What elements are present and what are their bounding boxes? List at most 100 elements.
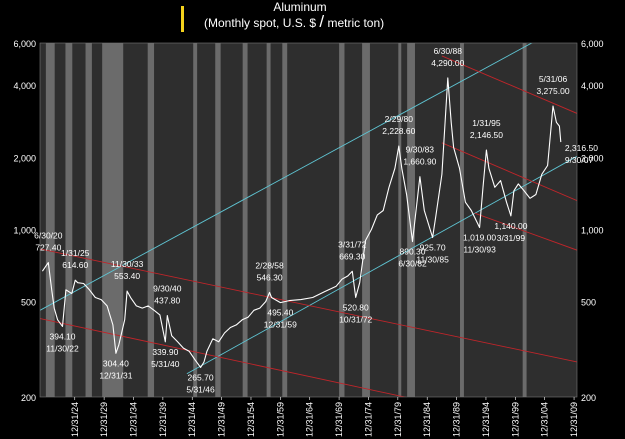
data-label: 669.30 (339, 251, 365, 261)
x-tick-label: 12/31/89 (452, 402, 462, 437)
data-label: 495.40 (267, 308, 293, 318)
recession-band (242, 43, 248, 397)
subtitle-slash: / (319, 12, 325, 31)
data-label: 2,316.50 (565, 143, 598, 153)
trend-line (474, 212, 577, 251)
recession-band (522, 43, 527, 397)
data-label: 2/29/80 (385, 114, 414, 124)
data-label: 546.30 (257, 272, 283, 282)
x-tick-label: 12/31/34 (128, 402, 138, 437)
data-label: 437.80 (154, 295, 180, 305)
recession-band (339, 43, 345, 397)
data-label: 1,019.00 (463, 233, 496, 243)
recession-band (398, 43, 402, 397)
data-label: 614.60 (62, 260, 88, 270)
trend-line (441, 55, 577, 114)
recession-band (102, 43, 124, 397)
data-label: 11/30/85 (416, 255, 449, 265)
data-label: 4,290.00 (431, 58, 464, 68)
x-tick-label: 12/31/04 (540, 402, 550, 437)
trend-line (441, 142, 577, 202)
data-label: 12/31/59 (264, 320, 297, 330)
data-label: 11/30/22 (46, 343, 79, 353)
x-tick-label: 12/31/54 (246, 402, 256, 437)
data-label: 2,146.50 (470, 130, 503, 140)
recession-band (193, 43, 198, 397)
data-label: 9/30/40 (153, 283, 182, 293)
recession-band (407, 43, 415, 397)
y-tick-label-right: 200 (581, 393, 596, 403)
recession-band (215, 43, 221, 397)
data-label: 5/31/46 (186, 384, 215, 394)
trend-lines (40, 43, 577, 397)
y-tick-label-right: 6,000 (581, 39, 604, 49)
subtitle-suffix: metric ton) (327, 16, 385, 30)
data-label: 9/30/83 (406, 145, 435, 155)
data-label: 5/31/40 (151, 359, 180, 369)
recession-band (45, 43, 55, 397)
data-label: 727.40 (35, 243, 61, 253)
x-tick-label: 12/31/79 (393, 402, 403, 437)
chart-title: Aluminum (273, 0, 327, 14)
data-label: 11/30/93 (463, 245, 496, 255)
data-label: 9/30/07 (565, 155, 594, 165)
data-label: 12/31/31 (99, 370, 132, 380)
data-label: 6/30/88 (434, 46, 463, 56)
data-label: 520.80 (343, 302, 369, 312)
data-label: 5/31/06 (539, 74, 568, 84)
data-label: 6/30/20 (34, 231, 63, 241)
data-label: 10/31/72 (339, 314, 372, 324)
x-tick-label: 12/31/29 (99, 402, 109, 437)
trend-line (40, 318, 407, 397)
plot-border (39, 42, 578, 398)
data-label: 1/31/25 (61, 248, 90, 258)
data-label: 339.90 (152, 347, 178, 357)
chart-subtitle: (Monthly spot, U.S. $ / metric ton) (204, 12, 385, 31)
data-label: 304.40 (103, 358, 129, 368)
recession-band (65, 43, 73, 397)
data-label: 3,275.00 (536, 86, 569, 96)
x-tick-label: 12/31/64 (305, 402, 315, 437)
recession-band (282, 43, 288, 397)
data-label: 265.70 (188, 372, 214, 382)
data-label: 394.10 (50, 331, 76, 341)
data-label: 3/31/72 (338, 239, 367, 249)
y-tick-label-left: 4,000 (13, 81, 36, 91)
data-label: 3/31/99 (497, 233, 526, 243)
price-series-line (41, 77, 562, 368)
trend-line (186, 155, 577, 375)
x-tick-label: 12/31/39 (158, 402, 168, 437)
recession-band (147, 43, 155, 397)
y-tick-label-right: 2,000 (581, 153, 604, 163)
recession-band (266, 43, 271, 397)
data-label: 890.30 (400, 247, 426, 257)
data-label: 1/31/95 (472, 118, 501, 128)
x-tick-label: 12/31/49 (217, 402, 227, 437)
trend-line (40, 248, 577, 363)
data-label: 1,660.90 (403, 157, 436, 167)
y-tick-label-left: 6,000 (13, 39, 36, 49)
x-tick-label: 12/31/24 (70, 402, 80, 437)
x-tick-label: 12/31/44 (187, 402, 197, 437)
subtitle-prefix: (Monthly spot, U.S. $ (204, 16, 317, 30)
data-label: 925.70 (420, 243, 446, 253)
trend-line (40, 43, 533, 311)
x-tick-label: 12/31/74 (363, 402, 373, 437)
y-tick-label-left: 200 (21, 393, 36, 403)
recession-band (362, 43, 370, 397)
x-tick-label: 12/31/09 (569, 402, 579, 437)
y-tick-label-left: 2,000 (13, 153, 36, 163)
data-label: 1,140.00 (494, 221, 527, 231)
y-tick-label-right: 500 (581, 298, 596, 308)
y-tick-label-right: 4,000 (581, 81, 604, 91)
title-marker (181, 6, 184, 32)
x-tick-label: 12/31/94 (481, 402, 491, 437)
x-tick-label: 12/31/84 (422, 402, 432, 437)
data-label: 553.40 (114, 271, 140, 281)
data-label: 2,228.60 (382, 126, 415, 136)
data-label: 11/30/33 (111, 259, 144, 269)
data-label: 6/30/82 (398, 259, 427, 269)
x-tick-label: 12/31/59 (275, 402, 285, 437)
x-tick-label: 12/31/69 (334, 402, 344, 437)
